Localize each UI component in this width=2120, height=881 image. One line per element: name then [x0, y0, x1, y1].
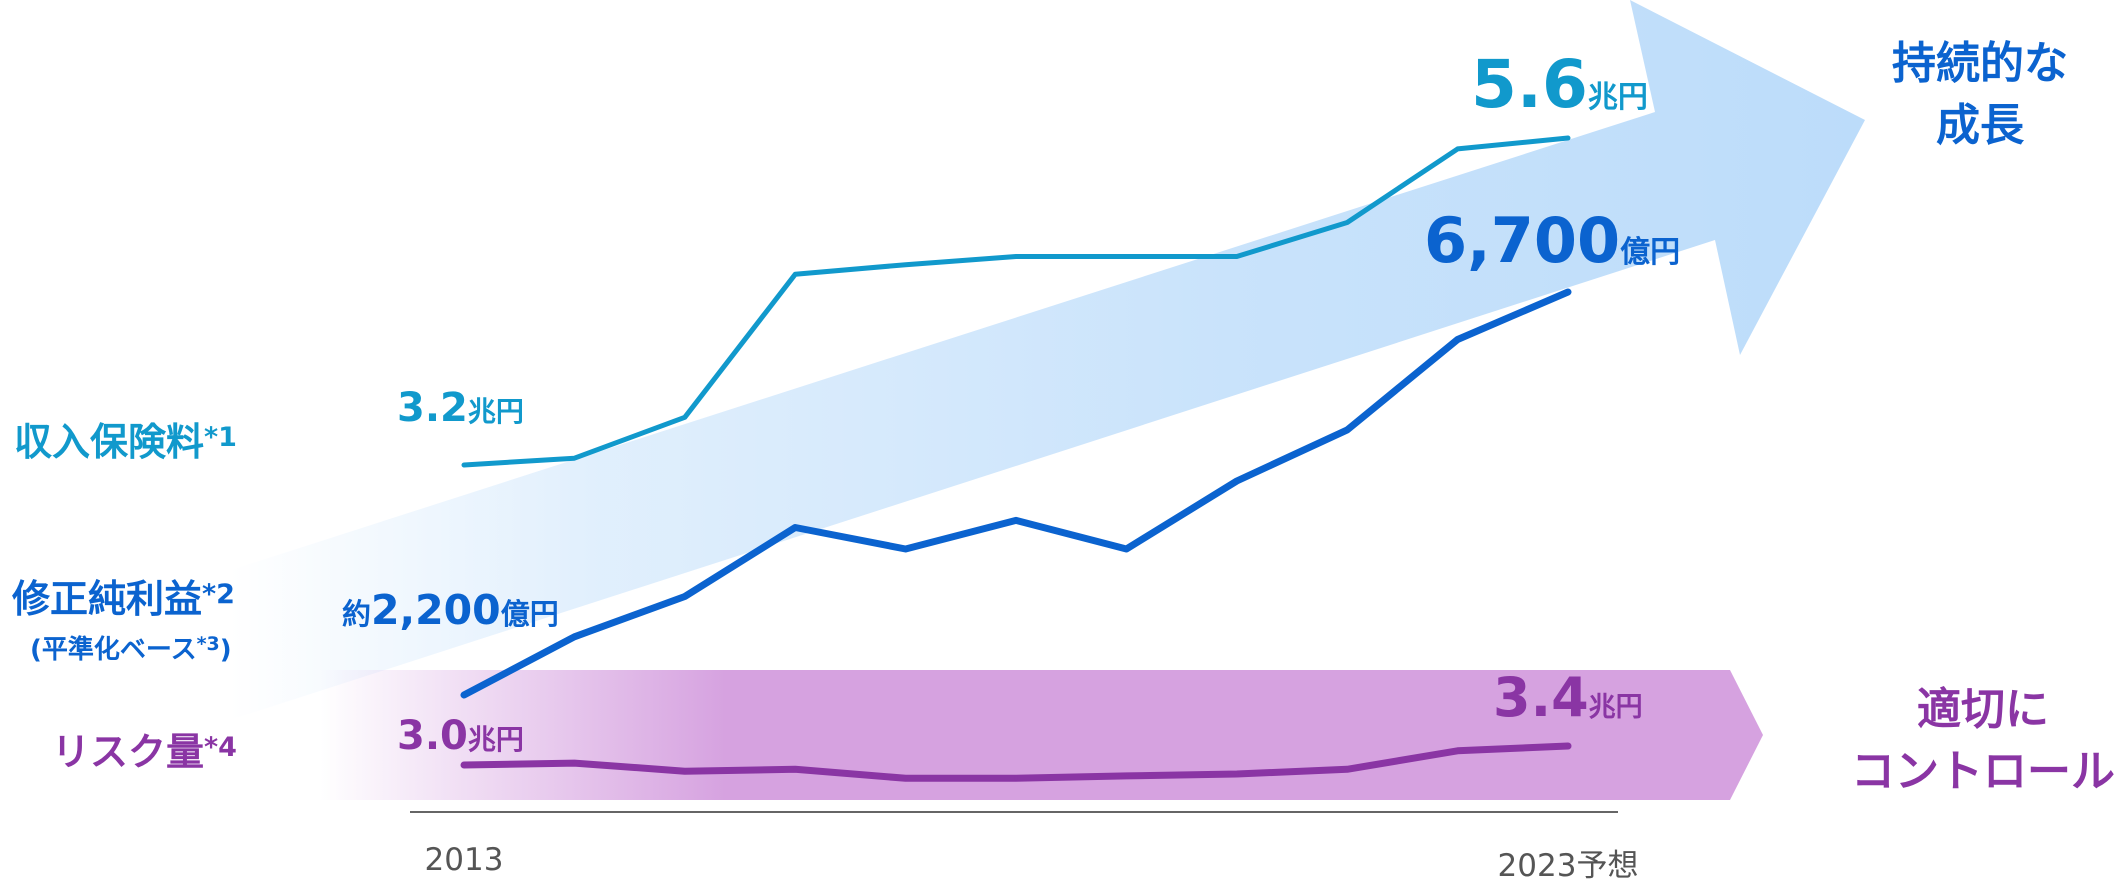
- risk-data-point: [793, 767, 798, 772]
- profit-data-point: [1014, 518, 1018, 523]
- profit-legend-sublabel: (平準化ベース*3): [30, 633, 232, 665]
- premium-data-point: [1124, 254, 1129, 259]
- profit-start-value: 約2,200億円: [342, 586, 559, 634]
- risk-data-point: [1014, 776, 1018, 781]
- premium-end-value: 5.6兆円: [1471, 46, 1648, 123]
- premium-data-point: [903, 262, 908, 267]
- premium-data-point: [572, 456, 577, 461]
- premium-legend-label: 収入保険料*1: [14, 420, 237, 464]
- premium-data-point: [1566, 136, 1570, 140]
- risk-data-point: [1234, 772, 1239, 776]
- profit-data-point: [793, 525, 798, 530]
- premium-data-point: [462, 463, 466, 467]
- risk-data-point: [1124, 773, 1129, 778]
- risk-legend-label: リスク量*4: [52, 730, 237, 774]
- premium-start-value: 3.2兆円: [397, 385, 524, 431]
- risk-end-value: 3.4兆円: [1493, 666, 1643, 729]
- risk-start-value: 3.0兆円: [397, 713, 524, 759]
- premium-data-point: [1345, 220, 1350, 225]
- premium-data-point: [682, 415, 687, 420]
- profit-data-point: [682, 594, 687, 599]
- premium-data-point: [793, 272, 798, 277]
- growth-label-line1: 持続的な: [1892, 38, 2068, 89]
- premium-data-point: [1234, 254, 1239, 259]
- control-label-line1: 適切に: [1917, 684, 2049, 735]
- premium-data-point: [1014, 254, 1018, 259]
- profit-data-point: [1455, 337, 1460, 342]
- x-tick-label-start: 2013: [425, 842, 504, 878]
- risk-data-point: [903, 776, 908, 781]
- risk-data-point: [572, 761, 577, 766]
- risk-data-point: [462, 763, 466, 767]
- profit-data-point: [903, 547, 908, 551]
- risk-data-point: [1455, 748, 1460, 753]
- profit-data-point: [462, 693, 466, 697]
- growth-label-line2: 成長: [1936, 100, 2025, 151]
- profit-data-point: [572, 634, 577, 639]
- profit-data-point: [1345, 427, 1350, 432]
- profit-data-point: [1566, 290, 1570, 294]
- risk-data-point: [682, 769, 687, 774]
- premium-data-point: [1455, 146, 1460, 151]
- risk-data-point: [1345, 767, 1350, 772]
- profit-legend-label: 修正純利益*2: [12, 577, 235, 621]
- profit-data-point: [1124, 547, 1129, 551]
- profit-end-value: 6,700億円: [1424, 204, 1680, 277]
- control-label-line2: コントロール: [1851, 746, 2115, 797]
- x-tick-label-end: 2023予想: [1498, 848, 1639, 881]
- growth-arrow: [200, 0, 1865, 720]
- risk-data-point: [1566, 744, 1570, 748]
- profit-data-point: [1234, 479, 1239, 483]
